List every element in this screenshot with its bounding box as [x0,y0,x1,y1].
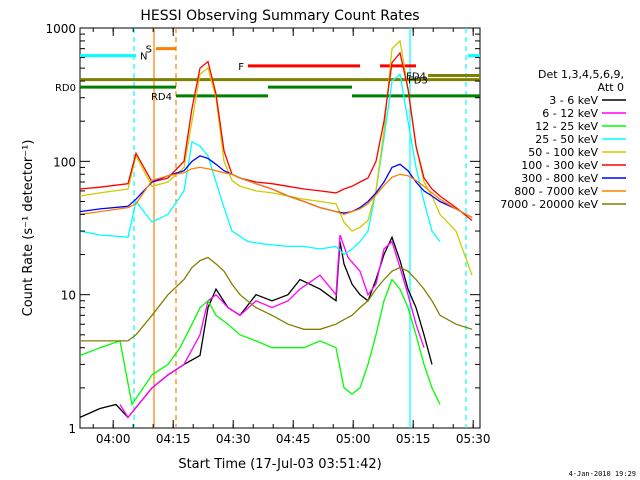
legend-entry-label: 800 - 7000 keV [514,185,598,198]
flag-label: FD4 [406,72,426,83]
series-line [119,234,425,419]
y-tick-label: 10 [61,289,76,303]
y-tick-label: 1 [68,422,76,436]
x-tick-label: 04:30 [216,432,251,446]
x-tick-label: 04:00 [96,432,131,446]
flag-label: N [140,52,147,63]
x-axis-label: Start Time (17-Jul-03 03:51:42) [178,457,381,472]
series-line [79,278,441,407]
y-axis-label: Count Rate (s⁻¹ detector⁻¹) [21,140,36,317]
x-tick-label: 05:00 [336,432,371,446]
flag-label: RD0 [55,83,76,94]
legend-entry-label: 50 - 100 keV [528,146,598,159]
flag-label: S [146,45,152,56]
x-tick-label: 04:45 [276,432,311,446]
legend-header-attenuator: Att 0 [598,81,624,94]
y-axis-ticks: 1 10 100 1000 [45,22,480,436]
series-lines [79,39,473,419]
flag-label: FD3 [408,76,428,87]
date-stamp: 4-Jan-2010 19:29 [569,470,636,478]
x-axis-ticks: 04:00 04:15 04:30 04:45 05:00 05:15 05:30 [92,28,491,446]
legend-entry-label: 7000 - 20000 keV [500,198,598,211]
series-line [80,256,473,342]
series-line [79,72,441,256]
plot-frame [79,27,481,429]
legend-entry-label: 6 - 12 keV [542,107,598,120]
y-tick-label: 100 [53,155,76,169]
legend-entry-label: 300 - 800 keV [521,172,598,185]
x-tick-label: 04:15 [156,432,191,446]
flag-label: F [238,62,244,73]
x-tick-label: 05:15 [396,432,431,446]
legend-entry-label: 100 - 300 keV [521,159,598,172]
legend-entry-label: 12 - 25 keV [535,120,598,133]
x-tick-label: 05:30 [456,432,491,446]
legend-header-detectors: Det 1,3,4,5,6,9, [538,68,624,81]
legend-entry-label: 3 - 6 keV [549,94,598,107]
chart-title: HESSI Observing Summary Count Rates [140,8,419,24]
y-tick-label: 1000 [45,22,76,36]
series-line [79,51,473,222]
series-line [79,166,473,218]
flag-label: RD4 [151,92,172,103]
legend-entry-label: 25 - 50 keV [535,133,598,146]
